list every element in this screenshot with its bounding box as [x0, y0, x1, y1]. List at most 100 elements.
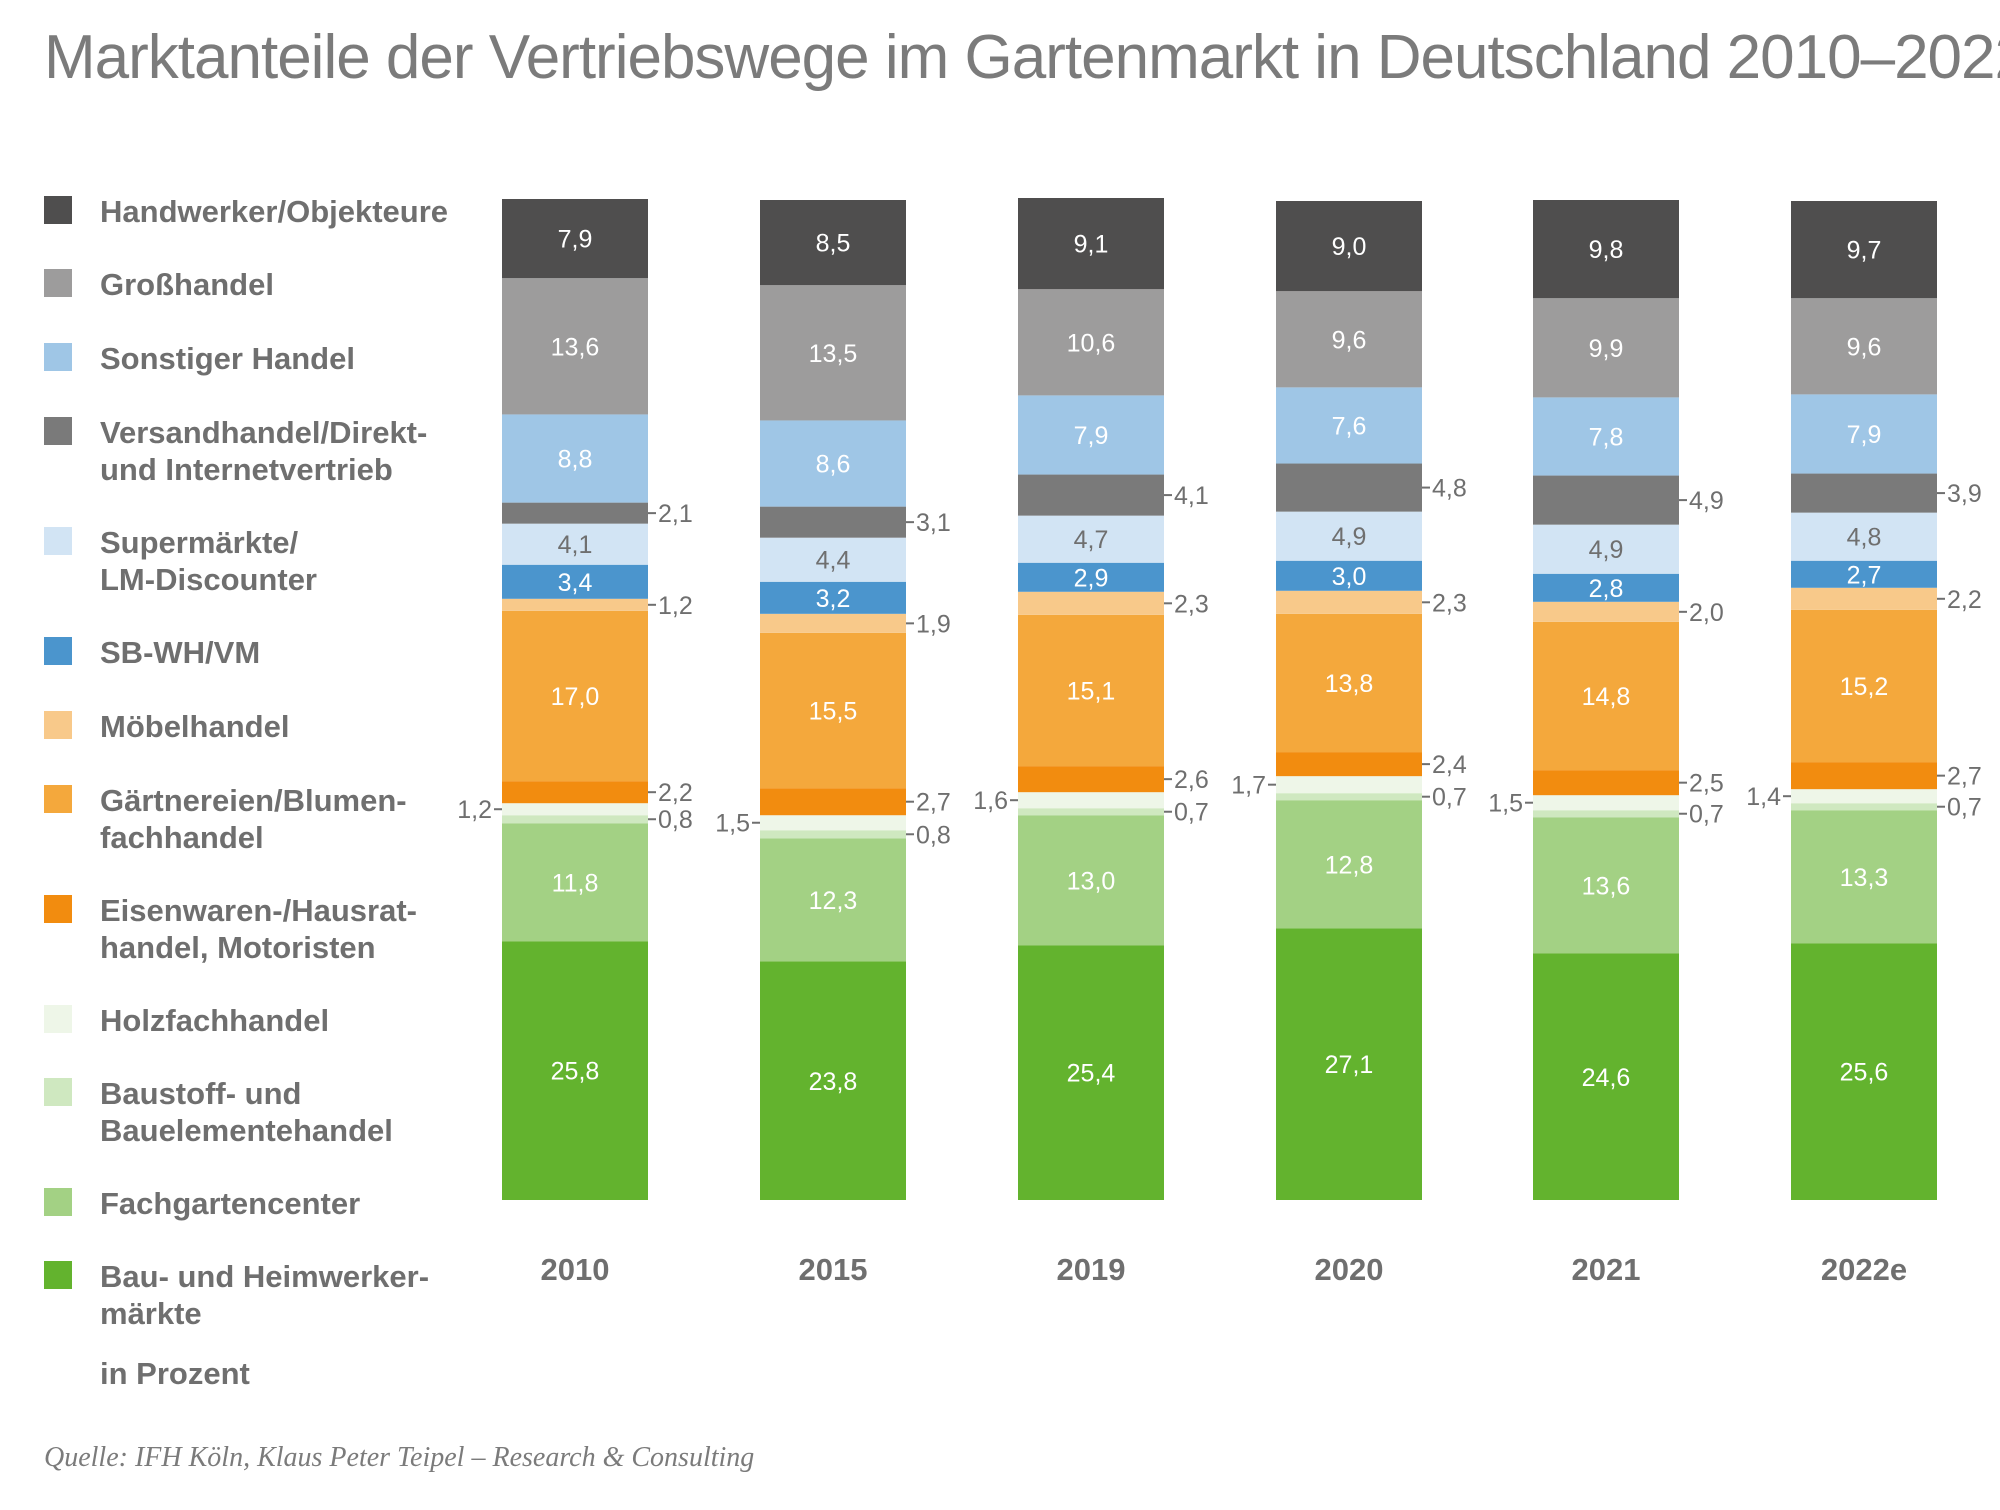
bar-segment-großhandel-2022e — [1791, 298, 1937, 395]
data-label-sonstiger-handel-2022e: 7,9 — [1847, 421, 1882, 449]
data-label-gärtnereien-blumen-fachhandel-2021: 14,8 — [1582, 683, 1631, 711]
data-label-sonstiger-handel-2020: 7,6 — [1332, 412, 1367, 440]
bar-segment-gärtnereien-blumen-fachhandel-2021 — [1533, 621, 1679, 771]
bar-segment-supermärkte-lm-discounter-2010 — [502, 523, 648, 565]
legend-swatch — [44, 343, 72, 371]
bar-segment-baustoff-und-bauelementehandel-2015 — [760, 830, 906, 839]
bar-segment-holzfachhandel-2022e — [1791, 789, 1937, 804]
data-label-baustoff-und-bauelementehandel-2015: 0,8 — [916, 821, 951, 849]
data-label-bau-und-heimwerker-märkte-2010: 25,8 — [551, 1058, 600, 1086]
bar-segment-baustoff-und-bauelementehandel-2020 — [1276, 793, 1422, 801]
category-label-2020: 2020 — [1315, 1252, 1384, 1287]
bar-segment-sonstiger-handel-2015 — [760, 420, 906, 507]
legend-swatch — [44, 1078, 72, 1106]
bar-segment-fachgartencenter-2015 — [760, 838, 906, 962]
source-note: Quelle: IFH Köln, Klaus Peter Teipel – R… — [44, 1442, 755, 1473]
data-label-fachgartencenter-2022e: 13,3 — [1840, 864, 1889, 892]
category-label-2010: 2010 — [541, 1252, 610, 1287]
data-label-holzfachhandel-2015: 1,5 — [715, 810, 750, 838]
legend-label: Supermärkte/ LM-Discounter — [100, 525, 317, 597]
bar-segment-versandhandel-direkt-und-internetvertrieb-2021 — [1533, 475, 1679, 525]
data-label-möbelhandel-2015: 1,9 — [916, 610, 951, 638]
bar-segment-supermärkte-lm-discounter-2021 — [1533, 524, 1679, 574]
legend-swatch — [44, 269, 72, 297]
bar-segment-möbelhandel-2022e — [1791, 587, 1937, 610]
bar-segment-eisenwaren-hausrat-handel-motoristen-2010 — [502, 781, 648, 804]
data-label-handwerker-objekteure-2019: 9,1 — [1074, 231, 1109, 259]
bar-segment-holzfachhandel-2010 — [502, 803, 648, 816]
data-label-bau-und-heimwerker-märkte-2021: 24,6 — [1582, 1064, 1631, 1092]
data-label-versandhandel-direkt-und-internetvertrieb-2022e: 3,9 — [1947, 480, 1982, 508]
legend-swatch — [44, 785, 72, 813]
data-label-supermärkte-lm-discounter-2010: 4,1 — [558, 531, 593, 559]
data-label-handwerker-objekteure-2015: 8,5 — [816, 230, 851, 258]
data-label-fachgartencenter-2021: 13,6 — [1582, 872, 1631, 900]
data-label-eisenwaren-hausrat-handel-motoristen-2022e: 2,7 — [1947, 763, 1982, 791]
bar-segment-sonstiger-handel-2010 — [502, 414, 648, 503]
data-label-versandhandel-direkt-und-internetvertrieb-2021: 4,9 — [1689, 487, 1724, 515]
legend-swatch — [44, 527, 72, 555]
data-label-versandhandel-direkt-und-internetvertrieb-2010: 2,1 — [658, 500, 693, 528]
data-label-eisenwaren-hausrat-handel-motoristen-2019: 2,6 — [1174, 766, 1209, 794]
data-label-möbelhandel-2022e: 2,2 — [1947, 586, 1982, 614]
data-label-gärtnereien-blumen-fachhandel-2010: 17,0 — [551, 683, 600, 711]
bar-segment-bau-und-heimwerker-märkte-2015 — [760, 961, 906, 1200]
bar-segment-fachgartencenter-2010 — [502, 823, 648, 942]
data-label-baustoff-und-bauelementehandel-2022e: 0,7 — [1947, 794, 1982, 822]
legend-swatch — [44, 1188, 72, 1216]
bar-segment-möbelhandel-2020 — [1276, 590, 1422, 614]
bar-segment-großhandel-2021 — [1533, 298, 1679, 398]
data-label-versandhandel-direkt-und-internetvertrieb-2015: 3,1 — [916, 509, 951, 537]
legend-label: SB-WH/VM — [100, 635, 261, 670]
data-label-eisenwaren-hausrat-handel-motoristen-2020: 2,4 — [1432, 751, 1467, 779]
bar-segment-versandhandel-direkt-und-internetvertrieb-2010 — [502, 502, 648, 524]
bar-segment-gärtnereien-blumen-fachhandel-2020 — [1276, 613, 1422, 753]
bar-segment-fachgartencenter-2019 — [1018, 815, 1164, 946]
category-label-2022e: 2022e — [1821, 1252, 1907, 1287]
data-label-sonstiger-handel-2010: 8,8 — [558, 446, 593, 474]
data-label-möbelhandel-2010: 1,2 — [658, 592, 693, 620]
data-label-bau-und-heimwerker-märkte-2020: 27,1 — [1325, 1051, 1374, 1079]
data-label-fachgartencenter-2019: 13,0 — [1067, 867, 1116, 895]
category-label-2019: 2019 — [1057, 1252, 1126, 1287]
unit-label: in Prozent — [100, 1356, 250, 1391]
data-label-sonstiger-handel-2015: 8,6 — [816, 451, 851, 479]
data-label-sb-wh-vm-2022e: 2,7 — [1847, 561, 1882, 589]
bar-segment-versandhandel-direkt-und-internetvertrieb-2019 — [1018, 474, 1164, 516]
legend-swatch — [44, 895, 72, 923]
data-label-sb-wh-vm-2010: 3,4 — [558, 569, 593, 597]
bar-segment-sonstiger-handel-2019 — [1018, 395, 1164, 475]
data-label-gärtnereien-blumen-fachhandel-2022e: 15,2 — [1840, 673, 1889, 701]
data-label-supermärkte-lm-discounter-2020: 4,9 — [1332, 523, 1367, 551]
legend-swatch — [44, 196, 72, 224]
bar-segment-eisenwaren-hausrat-handel-motoristen-2021 — [1533, 770, 1679, 796]
data-label-eisenwaren-hausrat-handel-motoristen-2021: 2,5 — [1689, 770, 1724, 798]
data-label-großhandel-2010: 13,6 — [551, 333, 600, 361]
bar-segment-holzfachhandel-2020 — [1276, 776, 1422, 794]
data-label-holzfachhandel-2019: 1,6 — [973, 787, 1008, 815]
bar-segment-sb-wh-vm-2015 — [760, 581, 906, 614]
bar-segment-supermärkte-lm-discounter-2019 — [1018, 515, 1164, 563]
data-label-sb-wh-vm-2019: 2,9 — [1074, 564, 1109, 592]
bar-segment-handwerker-objekteure-2010 — [502, 199, 648, 279]
bar-segment-gärtnereien-blumen-fachhandel-2019 — [1018, 614, 1164, 767]
data-label-sb-wh-vm-2015: 3,2 — [816, 585, 851, 613]
data-label-eisenwaren-hausrat-handel-motoristen-2015: 2,7 — [916, 789, 951, 817]
data-label-holzfachhandel-2020: 1,7 — [1231, 772, 1266, 800]
bar-segment-bau-und-heimwerker-märkte-2022e — [1791, 943, 1937, 1200]
data-label-baustoff-und-bauelementehandel-2021: 0,7 — [1689, 801, 1724, 829]
legend-label: Handwerker/Objekteure — [100, 194, 449, 229]
bar-segment-fachgartencenter-2021 — [1533, 817, 1679, 954]
data-label-eisenwaren-hausrat-handel-motoristen-2010: 2,2 — [658, 779, 693, 807]
bar-segment-baustoff-und-bauelementehandel-2022e — [1791, 803, 1937, 811]
legend-swatch — [44, 417, 72, 445]
legend-label: Holzfachhandel — [100, 1003, 330, 1038]
bar-segment-holzfachhandel-2015 — [760, 815, 906, 831]
bar-segment-gärtnereien-blumen-fachhandel-2010 — [502, 610, 648, 782]
bar-segment-bau-und-heimwerker-märkte-2021 — [1533, 953, 1679, 1200]
data-label-sonstiger-handel-2019: 7,9 — [1074, 422, 1109, 450]
bar-segment-gärtnereien-blumen-fachhandel-2015 — [760, 632, 906, 789]
bar-segment-supermärkte-lm-discounter-2022e — [1791, 512, 1937, 561]
bar-segment-versandhandel-direkt-und-internetvertrieb-2020 — [1276, 463, 1422, 512]
data-label-bau-und-heimwerker-märkte-2019: 25,4 — [1067, 1060, 1116, 1088]
